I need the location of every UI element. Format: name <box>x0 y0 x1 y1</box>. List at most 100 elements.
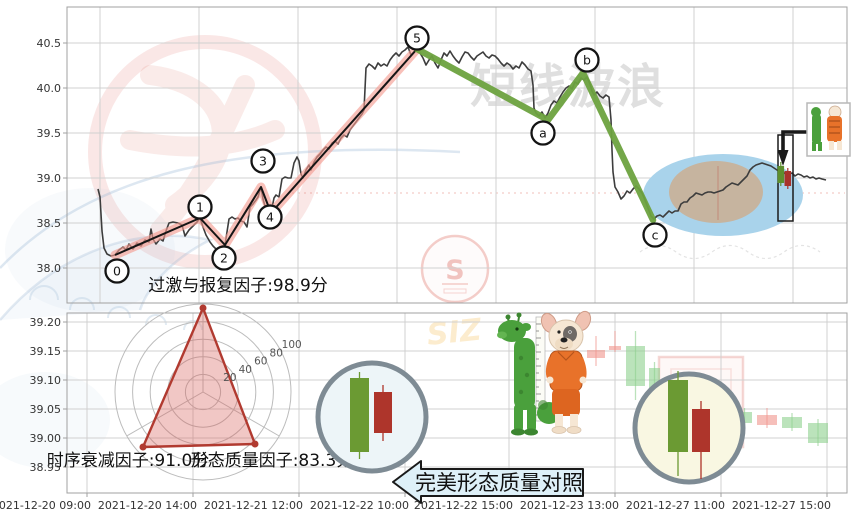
inset-dog-body <box>827 116 842 142</box>
date-tick-label: 2021-12-27 11:00 <box>626 499 725 512</box>
candle-body <box>350 378 369 452</box>
giraffe-spot-2 <box>524 372 530 378</box>
mini-bear-candle <box>784 171 792 186</box>
dog-leg <box>555 414 563 428</box>
dog-mouth <box>559 346 569 349</box>
dog-arm <box>545 356 555 380</box>
abc-correction-line <box>413 45 657 224</box>
wave-watermark-crest <box>0 148 461 269</box>
callout-banner: 完美形态质量对照 <box>392 460 584 504</box>
price-and-wave-lines <box>97 44 827 260</box>
bottom-y-tick-label: 39.05 <box>30 403 62 416</box>
dog-collar <box>557 351 575 361</box>
giraffe-foot <box>511 428 525 436</box>
radar-vertex-dot <box>199 304 207 312</box>
inset-giraffe-leg <box>812 142 816 151</box>
radar-ring-label: 40 <box>239 364 252 376</box>
dog-hand-2 <box>579 376 587 384</box>
radar-ring-label: 80 <box>270 347 283 359</box>
bottom-y-tick-label: 39.15 <box>30 345 62 358</box>
date-tick-label: 2021-12-21 12:00 <box>204 499 303 512</box>
giraffe-spot <box>518 355 524 361</box>
wave-circle-label: b <box>583 52 591 67</box>
pointer-arrow-shaft <box>781 130 810 151</box>
giraffe-leg-2 <box>527 404 536 432</box>
inset-giraffe-body <box>812 114 821 144</box>
date-tick-label: 2021-12-27 15:00 <box>732 499 831 512</box>
wave-circle-label: 5 <box>413 30 421 45</box>
giraffe-snout <box>497 331 507 339</box>
date-tick-label: 2021-12-20 14:00 <box>98 499 197 512</box>
top-y-tick-label: 40.5 <box>37 37 62 50</box>
giraffe-ear <box>521 323 531 331</box>
inset-giraffe-leg-2 <box>818 142 822 151</box>
giraffe-dog-cartoon <box>497 310 592 436</box>
top-y-tick-label: 39.5 <box>37 127 62 140</box>
wave-circle-label: a <box>539 125 547 140</box>
axis-tick-labels: 40.5 40.0 39.5 39.0 38.5 38.0 39.20 39.15 39.10 3… <box>0 37 831 512</box>
magnifier-circle <box>315 360 429 474</box>
wave-circle <box>257 204 283 230</box>
wave-label-circles: 0 1 2 3 4 5 a b c <box>104 25 668 284</box>
date-tick-label: 2021-12-20 09:00 <box>0 499 91 512</box>
pattern-magnifiers <box>315 360 746 485</box>
candle-body <box>587 350 605 358</box>
radar-triangle <box>141 306 257 449</box>
wave-circle-label: c <box>652 227 659 242</box>
giraffe-horn-2 <box>516 312 522 318</box>
wave-circle-label: 4 <box>266 209 274 224</box>
candle-body <box>808 423 828 443</box>
wave-circle <box>642 222 668 248</box>
radar-ring-label: 60 <box>254 356 267 368</box>
radar-spoke <box>202 391 280 437</box>
mini-bull-candle <box>777 166 785 183</box>
date-tick-label: 2021-12-22 10:00 <box>310 499 409 512</box>
candle-body <box>626 346 645 386</box>
radar-ring-label: 20 <box>223 372 236 384</box>
callout-text: 完美形态质量对照 <box>415 471 583 495</box>
s-seal-watermark <box>420 234 490 304</box>
dog-pupil <box>569 331 571 333</box>
height-ruler <box>535 316 546 422</box>
dog-foot-2 <box>566 426 582 434</box>
giraffe-horn <box>505 314 511 320</box>
dog-muzzle <box>555 337 573 351</box>
dog-shirt <box>549 350 583 392</box>
candle-body <box>374 392 392 433</box>
wave-mist-patch-2 <box>5 188 175 312</box>
radar-ring-label: 100 <box>282 339 302 351</box>
wave-circle <box>187 194 213 220</box>
wave-mist-patch <box>0 372 110 468</box>
wave-circle-label: 0 <box>113 263 121 278</box>
radar-vertex-dot <box>251 440 259 448</box>
date-tick-label: 2021-12-22 15:00 <box>414 499 513 512</box>
bottom-y-tick-label: 38.95 <box>30 461 62 474</box>
wave-circle-label: 1 <box>196 199 204 214</box>
dog-arm-2 <box>577 356 587 379</box>
factor-score-label: 形态质量因子:83.3分 <box>191 451 354 471</box>
inset-dog-leg-2 <box>837 141 842 150</box>
wave-circle <box>404 25 430 51</box>
candle-body <box>692 409 710 452</box>
bottom-y-tick-label: 39.20 <box>30 316 62 329</box>
factor-score-label: 过激与报复因子:98.9分 <box>148 276 328 296</box>
giraffe-spot-3 <box>518 389 524 395</box>
pointer-arrow-head-icon <box>777 150 789 166</box>
factor-score-label: 时序衰减因子:91.0分 <box>47 451 210 471</box>
bottom-y-tick-label: 39.10 <box>30 374 62 387</box>
entry-signal-annotation <box>777 102 851 222</box>
wave-circle <box>250 148 276 174</box>
wave-circle-label: 3 <box>259 153 267 168</box>
top-y-tick-label: 38.5 <box>37 217 62 230</box>
giraffe-foot-2 <box>524 428 538 436</box>
inset-dog-stripes <box>829 120 840 134</box>
impulse-wave-line <box>114 48 418 256</box>
dog-leg-2 <box>570 414 578 428</box>
s-seal-letter: S <box>445 255 464 286</box>
inset-dog-leg <box>829 141 834 150</box>
dog-nose <box>560 337 568 343</box>
wave-circle <box>211 245 237 271</box>
